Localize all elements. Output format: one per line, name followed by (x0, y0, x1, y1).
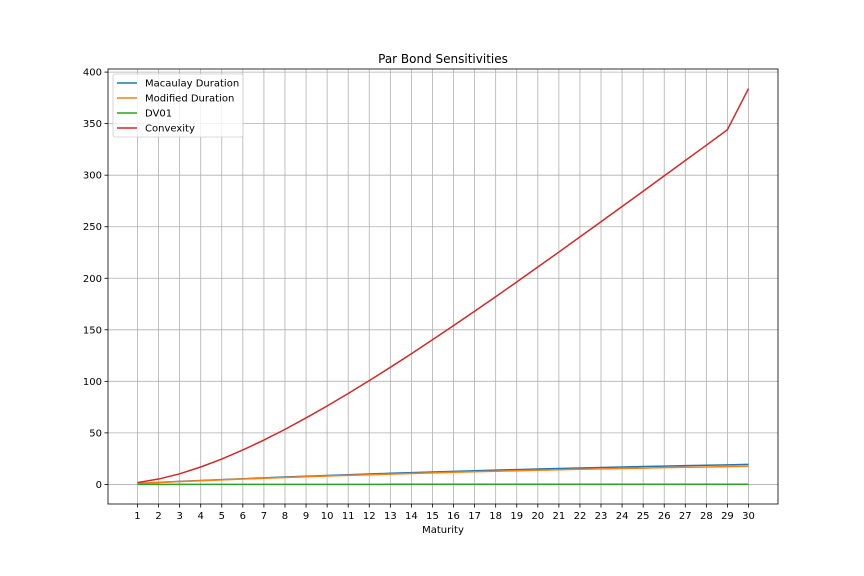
legend-label: Macaulay Duration (145, 79, 239, 90)
legend-label: Convexity (145, 124, 195, 135)
y-tick-label: 100 (83, 377, 102, 388)
x-tick-label: 12 (363, 511, 376, 522)
x-tick-label: 23 (595, 511, 608, 522)
x-tick-label: 9 (303, 511, 309, 522)
y-tick-label: 400 (83, 68, 102, 79)
x-tick-label: 1 (134, 511, 140, 522)
y-axis-ticks: 0 50 100 150 200 250 300 350 400 (83, 68, 108, 491)
series-line-modified-duration (137, 465, 749, 485)
legend-box (112, 73, 244, 138)
y-tick-label: 350 (83, 119, 102, 130)
legend: Macaulay Duration Modified Duration DV01 Co… (112, 73, 244, 138)
legend-label: DV01 (145, 109, 172, 120)
x-tick-label: 17 (468, 511, 481, 522)
y-tick-label: 150 (83, 325, 102, 336)
x-tick-label: 13 (384, 511, 397, 522)
legend-label: Modified Duration (145, 94, 234, 105)
x-tick-label: 3 (176, 511, 182, 522)
plot-frame (107, 68, 779, 505)
chart-title: Par Bond Sensitivities (378, 52, 508, 66)
x-tick-label: 29 (721, 511, 734, 522)
y-tick-label: 0 (96, 480, 102, 491)
y-tick-label: 250 (83, 222, 102, 233)
x-tick-label: 28 (700, 511, 713, 522)
x-tick-label: 5 (219, 511, 225, 522)
x-axis-ticks: 1 2 3 4 5 6 7 8 9 10 11 12 13 14 15 16 17 18 19 20 21 22 23 24 2… (134, 504, 755, 522)
y-tick-label: 300 (83, 171, 102, 182)
x-tick-label: 16 (447, 511, 460, 522)
x-tick-label: 27 (679, 511, 692, 522)
x-tick-label: 7 (261, 511, 267, 522)
x-tick-label: 15 (426, 511, 439, 522)
x-tick-label: 24 (616, 511, 629, 522)
x-tick-label: 30 (742, 511, 755, 522)
x-tick-label: 10 (321, 511, 334, 522)
x-tick-label: 26 (658, 511, 671, 522)
x-tick-label: 20 (531, 511, 544, 522)
x-tick-label: 4 (198, 511, 204, 522)
x-tick-label: 14 (405, 511, 418, 522)
series-line-convexity (137, 88, 750, 484)
series-lines (137, 88, 750, 486)
x-tick-label: 6 (240, 511, 246, 522)
x-tick-label: 21 (553, 511, 566, 522)
x-tick-label: 19 (510, 511, 523, 522)
grid (108, 69, 778, 504)
x-tick-label: 25 (637, 511, 650, 522)
x-axis-label: Maturity (422, 525, 464, 536)
x-tick-label: 8 (282, 511, 288, 522)
y-tick-label: 200 (83, 274, 102, 285)
x-tick-label: 2 (155, 511, 161, 522)
y-tick-label: 50 (89, 428, 102, 439)
x-tick-label: 22 (574, 511, 587, 522)
x-tick-label: 18 (489, 511, 502, 522)
x-tick-label: 11 (342, 511, 355, 522)
